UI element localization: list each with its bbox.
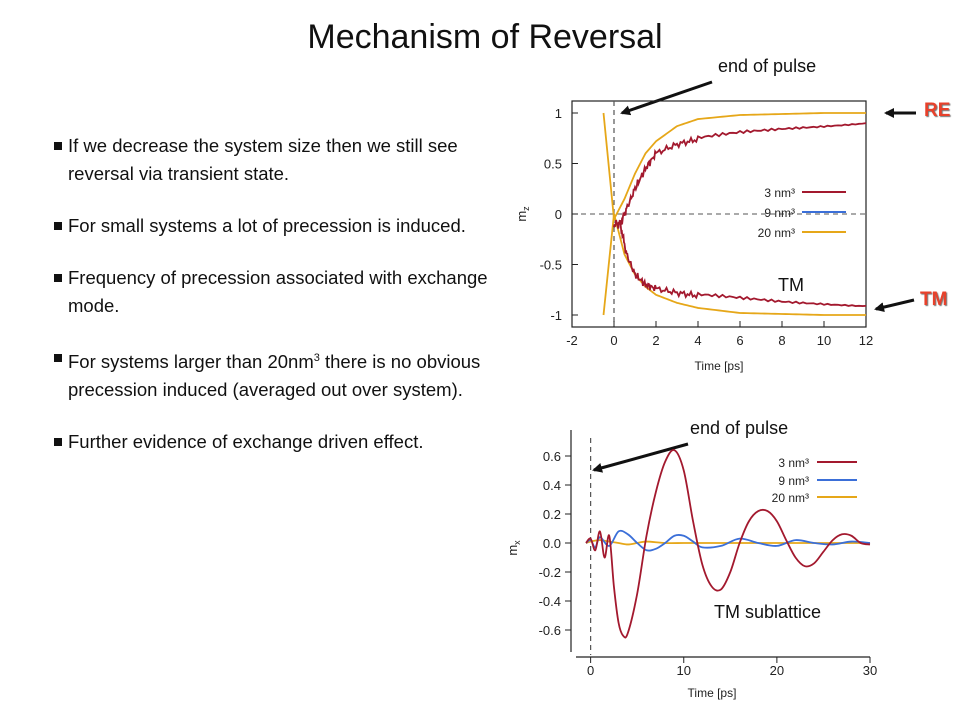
mx-y-tick-label: 0.4 — [543, 478, 561, 493]
mz-y-tick-label: -0.5 — [540, 258, 562, 273]
mx-y-tick-label: 0.0 — [543, 536, 561, 551]
mx-y-tick-label: -0.6 — [539, 623, 561, 638]
end-of-pulse-arrow-bottom-icon — [592, 442, 689, 473]
bullet-list: If we decrease the system size then we s… — [54, 132, 498, 480]
mz-x-tick-label: 6 — [736, 333, 743, 348]
mz-legend-label: 9 nm³ — [764, 206, 795, 220]
mz-legend-label: 3 nm³ — [764, 186, 795, 200]
mz-series-20nm-lower — [602, 213, 866, 316]
mz-series-3nm-upper — [613, 122, 867, 229]
mz-x-tick-label: 8 — [778, 333, 785, 348]
mz-y-tick-label: 1 — [555, 106, 562, 121]
mz-tm-inline-label: TM — [778, 275, 804, 295]
mx-y-tick-label: 0.6 — [543, 449, 561, 464]
bullet-text: Frequency of precession associated with … — [68, 267, 488, 316]
mz-y-tick-label: 0 — [555, 207, 562, 222]
mz-y-axis-label: mz — [514, 206, 531, 222]
mx-x-axis-label: Time [ps] — [688, 686, 737, 700]
mz-x-tick-label: 10 — [817, 333, 831, 348]
mz-x-axis-label: Time [ps] — [695, 359, 744, 373]
mx-series-9nm — [585, 529, 871, 552]
bullet-superscript: 3 — [313, 352, 320, 364]
mx-series-3nm — [585, 449, 871, 639]
mx-y-axis-subscript: x — [512, 540, 522, 545]
mx-y-tick-label: 0.2 — [543, 507, 561, 522]
mx-x-tick-label: 20 — [770, 663, 784, 678]
mx-y-tick-label: -0.2 — [539, 565, 561, 580]
mx-x-tick-label: 10 — [677, 663, 691, 678]
re-label: RE — [924, 100, 951, 121]
mz-legend-label: 20 nm³ — [758, 226, 795, 240]
mx-x-tick-label: 0 — [587, 663, 594, 678]
bullet-text: For small systems a lot of precession is… — [68, 215, 466, 236]
tm-arrow-icon — [874, 298, 915, 313]
end-of-pulse-arrow-icon — [620, 80, 713, 116]
end-of-pulse-label-top: end of pulse — [718, 56, 817, 76]
mz-series-3nm-lower — [613, 219, 867, 307]
mz-x-tick-label: 0 — [610, 333, 617, 348]
bullet-text: If we decrease the system size then we s… — [68, 135, 458, 184]
slide-title: Mechanism of Reversal — [307, 18, 663, 56]
bullet-item: For systems larger than 20nm3 there is n… — [54, 344, 498, 404]
bullet-square-icon — [54, 438, 62, 447]
tm-label: TM — [920, 289, 948, 310]
bullet-text-post: there is no obvious precession induced (… — [68, 351, 481, 401]
mz-x-tick-label: 4 — [694, 333, 701, 348]
mx-legend-label: 20 nm³ — [772, 491, 809, 505]
mx-legend-label: 9 nm³ — [778, 474, 809, 488]
mz-y-axis-subscript: z — [521, 206, 531, 211]
mx-y-axis-label: mx — [505, 540, 522, 556]
end-of-pulse-label-bottom: end of pulse — [690, 418, 789, 438]
mx-tm-sublattice-label: TM sublattice — [714, 602, 821, 622]
bullet-square-icon — [54, 222, 62, 230]
mx-legend-label: 3 nm³ — [778, 456, 809, 470]
mz-x-tick-label: 2 — [652, 333, 659, 348]
bullet-text: For systems larger than 20nm3 there is n… — [68, 351, 480, 400]
bullet-text: Further evidence of exchange driven effe… — [68, 431, 424, 453]
mz-series-20nm-upper — [602, 112, 866, 223]
mx-series-20nm — [585, 539, 870, 546]
mz-x-tick-label: 12 — [859, 333, 873, 348]
mx-chart: 0 10 20 30 0.6 0.4 0.2 0.0 -0.2 -0.4 -0.6 Time [ps]… — [505, 430, 877, 700]
bullet-square-icon — [54, 354, 62, 362]
mx-x-tick-label: 30 — [863, 663, 877, 678]
mx-y-tick-label: -0.4 — [539, 594, 561, 609]
mz-x-tick-label: -2 — [566, 333, 578, 348]
bullet-square-icon — [54, 274, 62, 282]
mz-y-tick-label: 0.5 — [544, 157, 562, 172]
bullet-text-pre: For systems larger than 20nm — [68, 351, 314, 373]
bullet-item: For small systems a lot of precession is… — [54, 212, 498, 240]
bullet-item: Frequency of precession associated with … — [54, 264, 498, 320]
bullet-item: Further evidence of exchange driven effe… — [54, 428, 498, 456]
bullet-square-icon — [54, 142, 62, 150]
mz-y-tick-label: -1 — [550, 308, 562, 323]
mz-chart: -2 0 2 4 6 8 10 12 1 0.5 0 -0.5 -1 Time [ps] mz 3 nm³ 9 … — [514, 100, 873, 373]
bullet-item: If we decrease the system size then we s… — [54, 132, 498, 188]
